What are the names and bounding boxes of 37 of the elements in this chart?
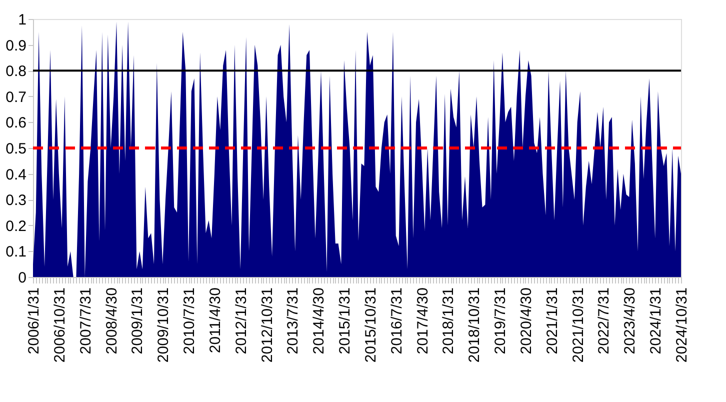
y-tick-label: 0.7 bbox=[6, 88, 26, 106]
x-tick-label: 2006/10/31 bbox=[51, 288, 68, 363]
x-tick-label: 2023/4/30 bbox=[622, 288, 639, 354]
x-tick-label: 2013/7/31 bbox=[284, 288, 302, 354]
x-tick-label: 2015/1/31 bbox=[336, 288, 354, 354]
x-tick-label: 2021/1/31 bbox=[544, 288, 561, 354]
x-tick-label: 2011/4/30 bbox=[206, 288, 224, 354]
x-tick-label: 2012/1/31 bbox=[232, 288, 250, 354]
x-tick-label: 2009/1/31 bbox=[129, 288, 146, 354]
y-tick-label: 0 bbox=[18, 270, 26, 286]
x-tick-label: 2024/10/31 bbox=[674, 288, 690, 363]
x-tick-label: 2018/10/31 bbox=[466, 288, 484, 363]
x-tick-label: 2017/4/30 bbox=[414, 288, 432, 354]
x-tick-label: 2014/4/30 bbox=[310, 288, 328, 354]
x-tick-label: 2006/1/31 bbox=[26, 288, 42, 354]
y-tick-label: 0.6 bbox=[6, 114, 26, 132]
y-tick-label: 0.5 bbox=[6, 140, 26, 158]
x-tick-label: 2012/10/31 bbox=[258, 288, 276, 363]
y-tick-label: 0.2 bbox=[6, 218, 26, 235]
y-tick-label: 0.9 bbox=[6, 37, 26, 54]
y-tick-label: 0.3 bbox=[6, 192, 26, 210]
x-tick-label: 2008/4/30 bbox=[103, 288, 120, 354]
x-tick-label: 2015/10/31 bbox=[362, 288, 380, 363]
x-tick-label: 2010/7/31 bbox=[181, 288, 198, 354]
x-tick-label: 2020/4/30 bbox=[518, 288, 535, 354]
x-tick-label: 2018/1/31 bbox=[440, 288, 458, 354]
x-tick-label: 2024/1/31 bbox=[648, 288, 665, 354]
x-tick-label: 2019/7/31 bbox=[492, 288, 510, 354]
x-tick-label: 2021/10/31 bbox=[570, 288, 587, 363]
x-tick-label: 2022/7/31 bbox=[596, 288, 613, 354]
x-tick-label: 2009/10/31 bbox=[155, 288, 172, 363]
y-tick-label: 1 bbox=[18, 12, 26, 28]
y-tick-label: 0.4 bbox=[6, 166, 26, 184]
x-tick-label: 2007/7/31 bbox=[77, 288, 94, 354]
x-tick-label: 2016/7/31 bbox=[388, 288, 406, 354]
y-tick-label: 0.1 bbox=[6, 244, 26, 261]
y-tick-label: 0.8 bbox=[6, 63, 26, 80]
